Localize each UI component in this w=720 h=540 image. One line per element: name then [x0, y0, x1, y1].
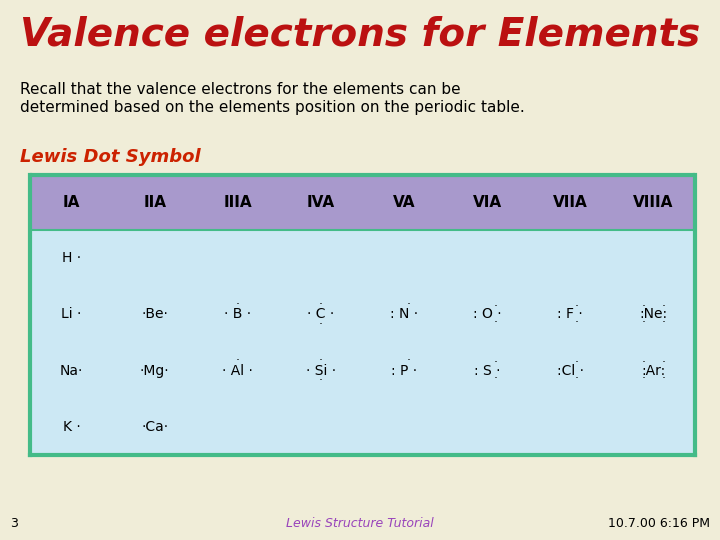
Text: :Ar:: :Ar: [642, 363, 665, 377]
Text: ·: · [662, 300, 665, 313]
Text: ·: · [642, 300, 645, 313]
Text: ·: · [642, 316, 645, 329]
Text: ·: · [575, 356, 578, 369]
Text: : N ·: : N · [390, 307, 418, 321]
Text: IIIA: IIIA [223, 195, 252, 210]
Text: 3: 3 [10, 517, 18, 530]
Text: · Si ·: · Si · [306, 363, 336, 377]
Text: ·: · [662, 356, 665, 369]
Text: ·: · [642, 356, 645, 369]
Text: :Ne:: :Ne: [639, 307, 667, 321]
Text: ·: · [236, 298, 240, 311]
Text: Lewis Structure Tutorial: Lewis Structure Tutorial [286, 517, 434, 530]
Text: · B ·: · B · [224, 307, 251, 321]
Text: · C ·: · C · [307, 307, 335, 321]
Text: : F ·: : F · [557, 307, 583, 321]
Text: Valence electrons for Elements: Valence electrons for Elements [20, 15, 701, 53]
Text: · Al ·: · Al · [222, 363, 253, 377]
Text: ·Mg·: ·Mg· [140, 363, 169, 377]
Text: ·: · [575, 300, 578, 313]
Text: ·Be·: ·Be· [141, 307, 168, 321]
Bar [30, 230, 695, 455]
Text: ·: · [407, 298, 411, 311]
Text: IA: IA [63, 195, 80, 210]
Text: ·: · [642, 372, 645, 385]
Text: VIIA: VIIA [553, 195, 588, 210]
Text: ·: · [662, 316, 665, 329]
Text: 10.7.00 6:16 PM: 10.7.00 6:16 PM [608, 517, 710, 530]
Text: :Cl ·: :Cl · [557, 363, 584, 377]
Text: VIIIA: VIIIA [634, 195, 674, 210]
Text: ·: · [493, 300, 498, 313]
Text: ·: · [236, 354, 240, 367]
Text: ·: · [493, 356, 498, 369]
Text: Li ·: Li · [61, 307, 82, 321]
Text: IVA: IVA [307, 195, 335, 210]
Text: ·: · [319, 318, 323, 331]
Text: VA: VA [393, 195, 415, 210]
Text: VIA: VIA [472, 195, 502, 210]
Text: Lewis Dot Symbol: Lewis Dot Symbol [20, 148, 201, 166]
Text: ·: · [319, 354, 323, 367]
Text: determined based on the elements position on the periodic table.: determined based on the elements positio… [20, 100, 525, 115]
Text: IIA: IIA [143, 195, 166, 210]
Text: K ·: K · [63, 420, 81, 434]
Text: Recall that the valence electrons for the elements can be: Recall that the valence electrons for th… [20, 82, 461, 97]
Text: ·: · [319, 374, 323, 387]
Text: : O ·: : O · [473, 307, 502, 321]
Text: H ·: H · [62, 251, 81, 265]
Text: ·: · [662, 372, 665, 385]
Text: ·: · [493, 316, 498, 329]
Text: ·: · [319, 298, 323, 311]
Text: ·: · [407, 354, 411, 367]
Bar [30, 175, 695, 230]
Text: : S ·: : S · [474, 363, 500, 377]
Text: ·: · [493, 372, 498, 385]
Text: ·: · [575, 372, 578, 385]
Text: ·: · [575, 316, 578, 329]
Text: Na·: Na· [60, 363, 84, 377]
Text: : P ·: : P · [391, 363, 417, 377]
Text: ·Ca·: ·Ca· [141, 420, 168, 434]
